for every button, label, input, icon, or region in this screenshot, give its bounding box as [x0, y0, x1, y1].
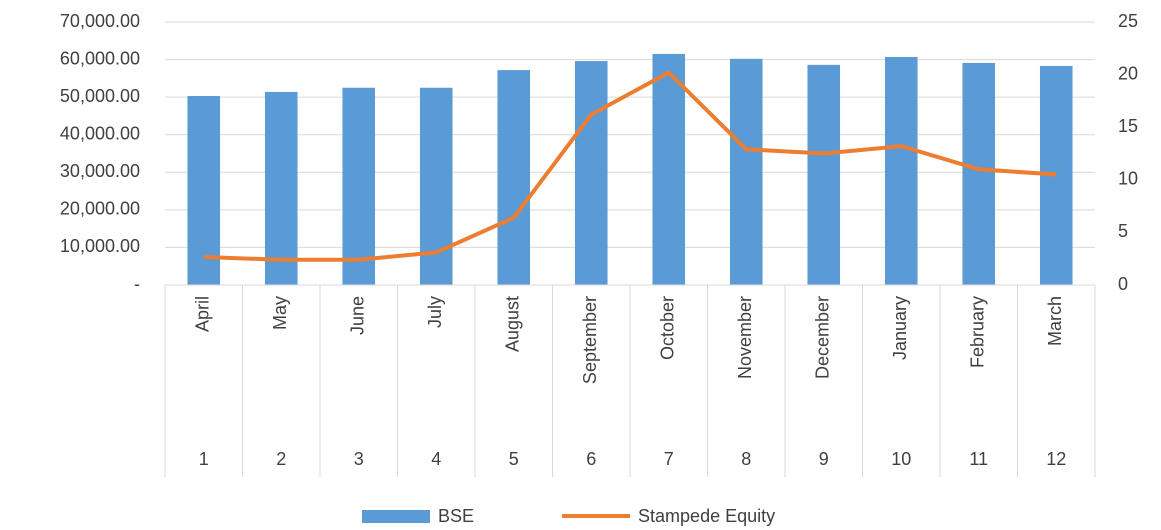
y2-tick-label: 20	[1118, 63, 1138, 83]
y-tick-label: 60,000.00	[60, 48, 140, 68]
y-tick-label: 20,000.00	[60, 199, 140, 219]
legend-label: BSE	[438, 506, 474, 526]
bar	[884, 56, 918, 285]
y2-tick-label: 10	[1118, 169, 1138, 189]
x-group-label: 10	[891, 449, 911, 469]
x-group-label: 9	[819, 449, 829, 469]
x-group-label: 11	[969, 449, 988, 469]
x-tick-label: May	[270, 296, 290, 330]
x-tick-label: April	[193, 296, 213, 332]
y2-tick-label: 5	[1118, 221, 1128, 241]
bar	[187, 96, 221, 285]
y2-tick-label: 0	[1118, 274, 1128, 294]
x-group-label: 12	[1046, 449, 1066, 469]
x-tick-label: March	[1045, 296, 1065, 346]
line	[203, 70, 1057, 262]
bar	[652, 53, 686, 285]
x-group-label: 7	[664, 449, 674, 469]
x-tick-label: October	[658, 296, 678, 360]
bar	[574, 61, 608, 286]
x-group-label: 3	[354, 449, 364, 469]
x-tick-label: November	[735, 296, 755, 379]
x-group-label: 4	[431, 449, 441, 469]
x-tick-label: December	[813, 296, 833, 379]
x-group-label: 1	[199, 449, 209, 469]
x-tick-label: June	[348, 296, 368, 335]
bar	[962, 62, 996, 286]
bar	[807, 64, 841, 286]
y-tick-label: 70,000.00	[60, 11, 140, 31]
y-tick-label: 30,000.00	[60, 161, 140, 181]
y-tick-label: 40,000.00	[60, 123, 140, 143]
x-tick-label: August	[503, 296, 523, 352]
x-group-label: 6	[586, 449, 596, 469]
x-tick-label: July	[425, 296, 445, 328]
bar	[264, 91, 298, 285]
y-tick-label: -	[134, 274, 140, 294]
y2-tick-label: 15	[1118, 116, 1138, 136]
y-tick-label: 50,000.00	[60, 86, 140, 106]
legend-swatch	[362, 510, 430, 523]
y-tick-label: 10,000.00	[60, 236, 140, 256]
bar	[342, 87, 376, 285]
x-tick-label: February	[968, 296, 988, 368]
bar	[497, 70, 531, 285]
x-group-label: 5	[509, 449, 519, 469]
x-tick-label: September	[580, 296, 600, 384]
y2-tick-label: 25	[1118, 11, 1138, 31]
x-tick-label: January	[890, 296, 910, 360]
legend-label: Stampede Equity	[638, 506, 775, 526]
x-group-label: 8	[741, 449, 751, 469]
bar	[729, 58, 763, 285]
x-group-label: 2	[276, 449, 286, 469]
